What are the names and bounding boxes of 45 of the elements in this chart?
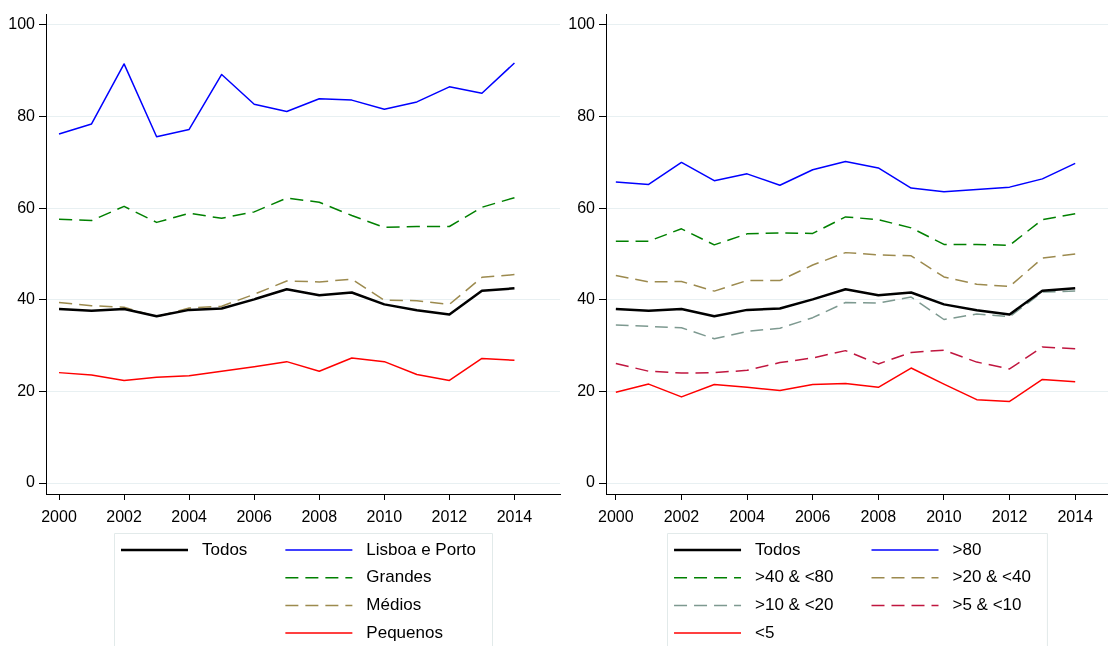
legend-label: <5 — [755, 622, 775, 642]
y-tick-label: 100 — [8, 15, 36, 33]
x-tick-label: 2000 — [598, 508, 634, 526]
legend-label: >80 — [952, 539, 982, 559]
y-tick-label: 80 — [577, 107, 596, 124]
x-tick-label: 2000 — [41, 508, 77, 526]
y-tick-label: 60 — [17, 198, 36, 216]
y-tick-label: 0 — [586, 473, 596, 491]
legend-label: Todos — [755, 539, 801, 559]
line-series — [58, 196, 516, 229]
line-series — [615, 290, 1076, 340]
x-tick-label: 2006 — [236, 508, 273, 526]
legend-label: Pequenos — [366, 622, 443, 642]
legend-label: >5 & <10 — [952, 595, 1022, 615]
legend-label: >20 & <40 — [952, 567, 1031, 587]
y-tick-label: 20 — [17, 381, 36, 399]
legend-label: >40 & <80 — [755, 567, 834, 587]
legend-label: >10 & <20 — [755, 595, 834, 615]
y-tick-label: 80 — [17, 107, 36, 124]
x-tick-label: 2002 — [663, 508, 700, 526]
x-tick-label: 2012 — [431, 508, 468, 526]
y-tick-label: 20 — [577, 381, 596, 399]
x-tick-label: 2002 — [106, 508, 142, 526]
x-tick-label: 2012 — [991, 508, 1028, 526]
y-tick-label: 40 — [577, 290, 596, 308]
line-series — [615, 346, 1076, 374]
y-tick-label: 60 — [577, 198, 596, 216]
legend-label: Lisboa e Porto — [366, 539, 477, 559]
x-tick-label: 2004 — [729, 508, 765, 526]
x-tick-label: 2014 — [496, 508, 533, 526]
x-tick-label: 2010 — [366, 508, 403, 526]
legend-label: Médios — [366, 595, 422, 615]
y-tick-label: 40 — [17, 290, 36, 308]
y-tick-label: 0 — [26, 473, 36, 491]
x-tick-label: 2008 — [860, 508, 897, 526]
line-series — [615, 251, 1076, 292]
legend-label: Todos — [202, 539, 248, 559]
x-tick-label: 2010 — [926, 508, 962, 526]
legend-label: Grandes — [366, 567, 432, 587]
x-tick-label: 2004 — [171, 508, 208, 526]
x-tick-label: 2008 — [301, 508, 338, 526]
line-series — [615, 212, 1076, 247]
x-tick-label: 2014 — [1057, 508, 1094, 526]
x-tick-label: 2006 — [794, 508, 831, 526]
y-tick-label: 100 — [568, 15, 596, 33]
